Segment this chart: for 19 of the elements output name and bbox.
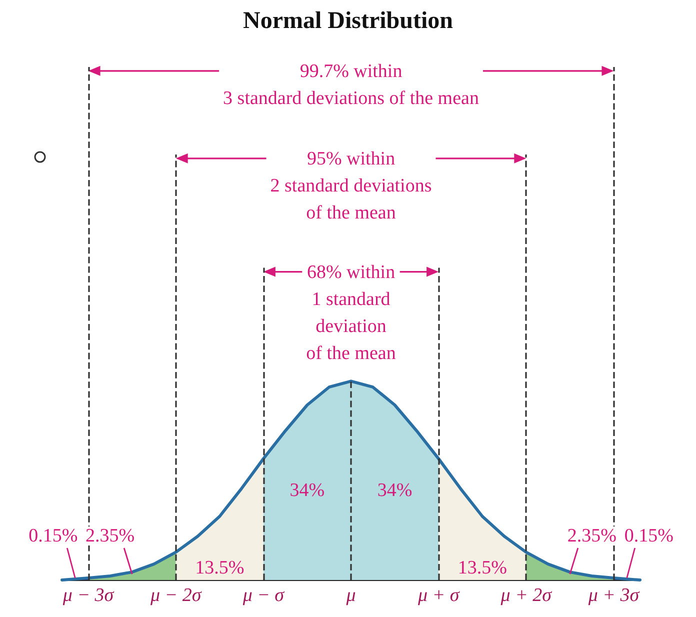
x-tick-label: μ [345, 585, 356, 606]
text: 99.7% within 3 standard deviations of the mean [223, 60, 480, 109]
text: 68% within 1 standard deviation of the mean [306, 262, 396, 364]
annotation: 0.15% [624, 526, 674, 546]
annotation: 13.5% [195, 558, 244, 579]
annotation: 2.35% [567, 526, 617, 546]
x-tick-label: μ + 2σ [500, 585, 552, 606]
x-tick-label: μ − σ [242, 585, 285, 606]
x-tick-label: μ − 2σ [149, 585, 202, 606]
x-tick-label: μ + 3σ [587, 585, 640, 606]
annotation: 34% [290, 480, 325, 502]
text: 95% within 2 standard deviations of the mean [270, 148, 432, 224]
chart-title: Normal Distribution [243, 8, 453, 34]
x-tick-label: μ − 3σ [62, 585, 114, 606]
annotation: 2.35% [86, 526, 135, 546]
annotation: 0.15% [28, 526, 78, 546]
annotation: 13.5% [458, 558, 508, 579]
annotation: 34% [377, 480, 412, 502]
x-tick-label: μ + σ [416, 585, 460, 606]
